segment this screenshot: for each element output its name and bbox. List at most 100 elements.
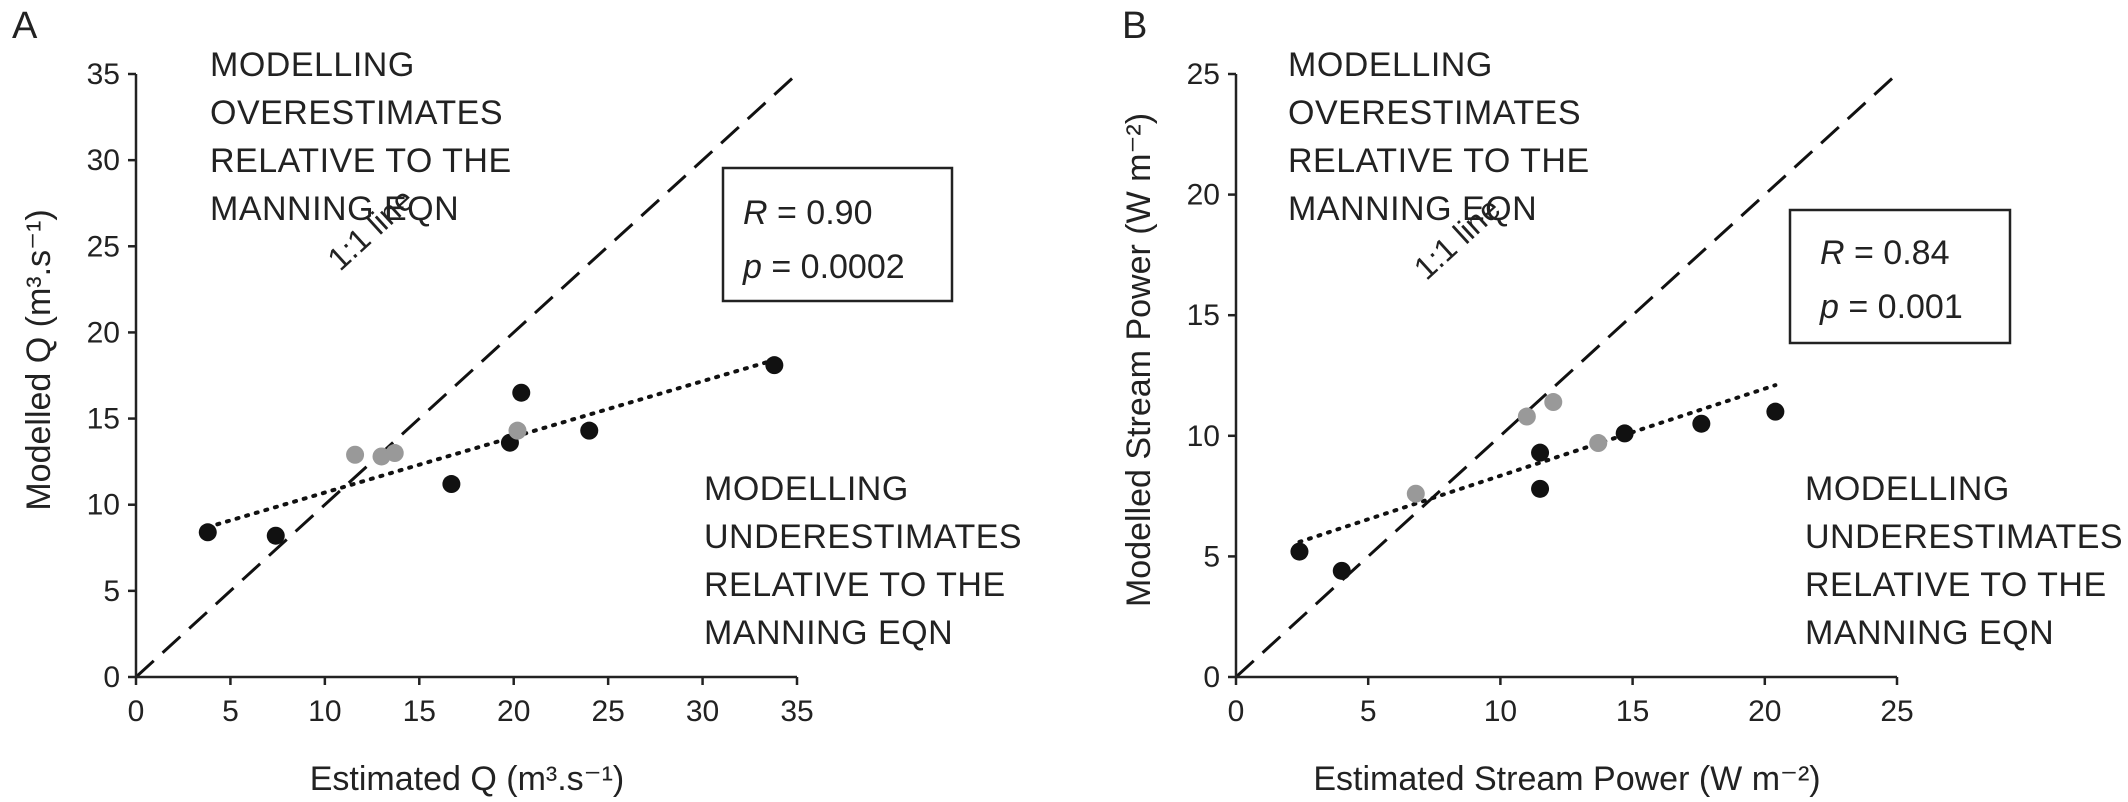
data-point bbox=[385, 444, 404, 463]
note-line: UNDERESTIMATES bbox=[704, 518, 1022, 556]
data-point bbox=[1589, 434, 1608, 453]
stats-box-frame bbox=[1788, 208, 2012, 345]
y-tick-label: 5 bbox=[1203, 540, 1220, 573]
note-line: MANNING EQN bbox=[1288, 190, 1537, 228]
y-tick-label: 15 bbox=[1187, 299, 1220, 332]
y-axis-title: Modelled Stream Power (W m⁻²) bbox=[1120, 113, 1158, 607]
x-tick-label: 5 bbox=[222, 695, 239, 728]
p-value: = 0.0002 bbox=[762, 248, 905, 286]
note-line: MODELLING bbox=[1288, 46, 1493, 84]
note-line: MANNING EQN bbox=[210, 190, 459, 228]
data-point bbox=[508, 421, 527, 440]
note-line: RELATIVE TO THE bbox=[1288, 142, 1590, 180]
overestimate-note: MODELLING OVERESTIMATES RELATIVE TO THE … bbox=[210, 46, 512, 228]
panel-letter: B bbox=[1122, 5, 1147, 47]
data-points bbox=[198, 356, 784, 545]
x-tick-label: 25 bbox=[591, 695, 624, 728]
panel-a: A Modelled Q (m³.s⁻¹) Estimated Q (m³.s⁻… bbox=[12, 5, 1022, 798]
note-line: RELATIVE TO THE bbox=[210, 142, 512, 180]
trend-line-group bbox=[205, 357, 777, 530]
trend-line-group bbox=[1297, 383, 1778, 544]
note-line: RELATIVE TO THE bbox=[704, 566, 1006, 604]
data-point bbox=[512, 383, 531, 402]
trend-line bbox=[205, 357, 777, 530]
data-points bbox=[1290, 393, 1785, 580]
p-value: = 0.001 bbox=[1839, 288, 1963, 326]
x-tick-label: 15 bbox=[403, 695, 436, 728]
trend-line bbox=[1297, 383, 1778, 544]
x-tick-label: 0 bbox=[128, 695, 145, 728]
y-tick-label: 0 bbox=[103, 661, 120, 694]
data-point bbox=[346, 445, 365, 464]
data-point bbox=[580, 421, 599, 440]
y-tick-label: 30 bbox=[87, 144, 120, 177]
data-point bbox=[1406, 484, 1425, 503]
underestimate-note: MODELLING UNDERESTIMATES RELATIVE TO THE… bbox=[704, 470, 1022, 652]
data-point bbox=[1290, 542, 1309, 561]
r-value: = 0.84 bbox=[1845, 234, 1950, 272]
y-tick-label: 15 bbox=[87, 403, 120, 436]
note-line: MANNING EQN bbox=[704, 614, 953, 652]
stats-box-frame bbox=[721, 166, 954, 303]
one-to-one-line bbox=[134, 72, 799, 679]
x-tick-label: 25 bbox=[1880, 695, 1913, 728]
y-tick-label: 35 bbox=[87, 58, 120, 91]
data-point bbox=[1531, 443, 1550, 462]
data-point bbox=[442, 475, 461, 494]
y-tick-label: 10 bbox=[1187, 420, 1220, 453]
x-tick-label: 10 bbox=[308, 695, 341, 728]
data-point bbox=[1517, 407, 1536, 426]
axis-ticks: 0 5 10 15 20 25 0 5 10 15 20 25 bbox=[1187, 58, 1914, 728]
stats-box: R = 0.84 p = 0.001 bbox=[1788, 208, 2012, 345]
note-line: MODELLING bbox=[704, 470, 909, 508]
axis-ticks: 0 5 10 15 20 25 30 35 0 5 10 15 20 25 30 35 bbox=[87, 58, 814, 728]
r-value: = 0.90 bbox=[768, 194, 873, 232]
x-axis-title: Estimated Stream Power (W m⁻²) bbox=[1313, 760, 1820, 798]
r-symbol: R bbox=[1820, 234, 1845, 272]
underestimate-note: MODELLING UNDERESTIMATES RELATIVE TO THE… bbox=[1805, 470, 2123, 652]
data-point bbox=[1615, 424, 1634, 443]
note-line: MANNING EQN bbox=[1805, 614, 2054, 652]
y-axis-title: Modelled Q (m³.s⁻¹) bbox=[20, 209, 58, 510]
y-tick-label: 5 bbox=[103, 575, 120, 608]
data-point bbox=[1766, 402, 1785, 421]
note-line: UNDERESTIMATES bbox=[1805, 518, 2123, 556]
x-tick-label: 30 bbox=[686, 695, 719, 728]
note-line: OVERESTIMATES bbox=[1288, 94, 1581, 132]
x-tick-label: 35 bbox=[780, 695, 813, 728]
panel-letter: A bbox=[12, 5, 38, 47]
note-line: MODELLING bbox=[210, 46, 415, 84]
x-tick-label: 0 bbox=[1228, 695, 1245, 728]
x-tick-label: 5 bbox=[1360, 695, 1377, 728]
data-point bbox=[266, 526, 285, 545]
y-tick-label: 25 bbox=[87, 230, 120, 263]
note-line: MODELLING bbox=[1805, 470, 2010, 508]
panel-b: B Modelled Stream Power (W m⁻²) Estimate… bbox=[1120, 5, 2123, 798]
data-point bbox=[198, 523, 217, 542]
p-stat: p = 0.001 bbox=[1819, 288, 1963, 326]
data-point bbox=[1332, 561, 1351, 580]
x-tick-label: 20 bbox=[497, 695, 530, 728]
x-tick-label: 10 bbox=[1484, 695, 1517, 728]
r-stat: R = 0.90 bbox=[743, 194, 872, 232]
y-tick-label: 25 bbox=[1187, 58, 1220, 91]
x-tick-label: 20 bbox=[1748, 695, 1781, 728]
y-tick-label: 20 bbox=[1187, 179, 1220, 212]
p-stat: p = 0.0002 bbox=[742, 248, 905, 286]
data-point bbox=[1544, 393, 1563, 412]
x-tick-label: 15 bbox=[1616, 695, 1649, 728]
p-symbol: p bbox=[742, 248, 762, 286]
overestimate-note: MODELLING OVERESTIMATES RELATIVE TO THE … bbox=[1288, 46, 1590, 228]
p-symbol: p bbox=[1819, 288, 1839, 326]
data-point bbox=[1692, 414, 1711, 433]
y-tick-label: 0 bbox=[1203, 661, 1220, 694]
data-point bbox=[1531, 479, 1550, 498]
x-axis-title: Estimated Q (m³.s⁻¹) bbox=[310, 760, 625, 798]
stats-box: R = 0.90 p = 0.0002 bbox=[721, 166, 954, 303]
note-line: RELATIVE TO THE bbox=[1805, 566, 2107, 604]
y-tick-label: 10 bbox=[87, 489, 120, 522]
y-tick-label: 20 bbox=[87, 316, 120, 349]
r-stat: R = 0.84 bbox=[1820, 234, 1949, 272]
r-symbol: R bbox=[743, 194, 768, 232]
